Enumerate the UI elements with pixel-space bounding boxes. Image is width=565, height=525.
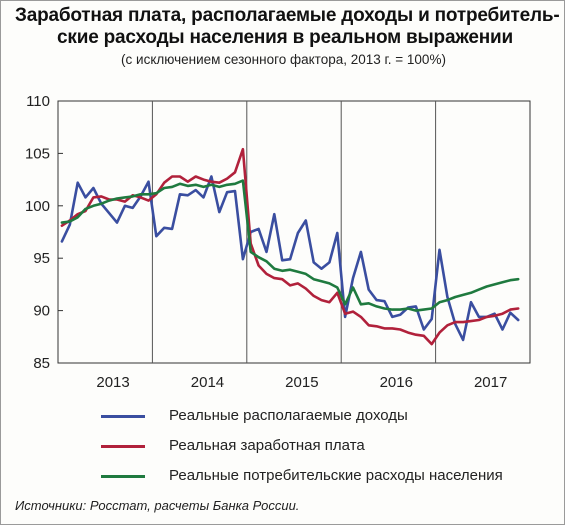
y-tick-label: 105 (25, 145, 50, 162)
y-tick-label: 110 (26, 93, 50, 110)
series-disposable-income (60, 175, 520, 342)
series-real-wage (60, 147, 520, 346)
legend: Реальные располагаемые доходы Реальная з… (101, 405, 541, 495)
legend-label-consumer-spending: Реальные потребительские расходы населен… (169, 467, 503, 484)
x-tick-label: 2016 (380, 374, 413, 391)
x-tick-label: 2017 (474, 374, 507, 391)
legend-item-disposable-income: Реальные располагаемые доходы (101, 405, 541, 435)
y-tick-label: 95 (33, 250, 50, 267)
plot-area (57, 100, 531, 364)
legend-swatch-real-wage (101, 445, 145, 448)
legend-item-consumer-spending: Реальные потребительские расходы населен… (101, 465, 541, 495)
legend-item-real-wage: Реальная заработная плата (101, 435, 541, 465)
legend-swatch-disposable-income (101, 415, 145, 418)
series-lines (60, 147, 520, 346)
chart-title-line-2: ские расходы населения в реальном выраже… (57, 27, 513, 48)
y-tick-label: 100 (25, 198, 50, 215)
legend-label-real-wage: Реальная заработная плата (169, 437, 365, 454)
series-consumer-spending (60, 179, 520, 312)
y-axis-ticks: 85 90 95 100 105 110 (25, 93, 63, 372)
legend-swatch-consumer-spending (101, 475, 145, 478)
year-gridlines (151, 101, 437, 363)
legend-label-disposable-income: Реальные располагаемые доходы (169, 407, 408, 424)
x-axis-ticks: 2013 2014 2015 2016 2017 (96, 374, 507, 391)
x-tick-label: 2015 (285, 374, 318, 391)
line-chart: 85 90 95 100 105 110 2013 2014 2015 2016 2017 (25, 93, 531, 391)
x-tick-label: 2014 (191, 374, 224, 391)
source-note: Источники: Росстат, расчеты Банка России… (15, 498, 300, 513)
x-tick-label: 2013 (96, 374, 129, 391)
chart-subtitle: (с исключением сезонного фактора, 2013 г… (121, 52, 446, 67)
chart-title-line-1: Заработная плата, располагаемые доходы и… (15, 5, 560, 26)
y-tick-label: 90 (33, 303, 50, 320)
y-tick-label: 85 (33, 355, 50, 372)
